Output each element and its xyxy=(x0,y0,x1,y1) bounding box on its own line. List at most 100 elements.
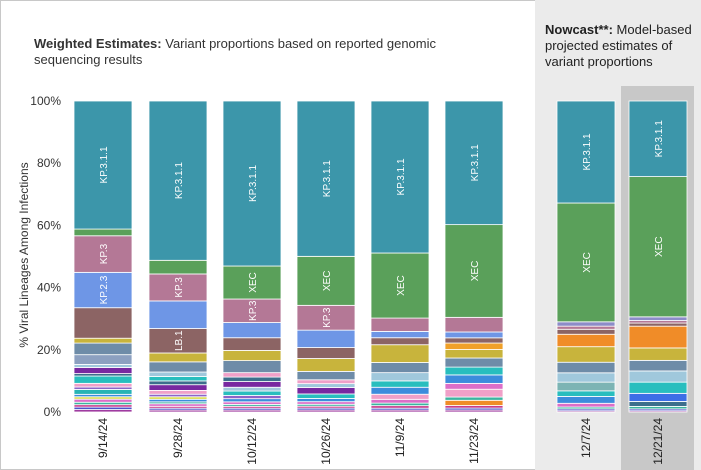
y-tick-label: 0% xyxy=(44,405,62,419)
bar-segment xyxy=(370,372,430,382)
bar-segment xyxy=(556,328,616,335)
bar-segment xyxy=(444,374,504,384)
bar-segment xyxy=(370,362,430,374)
bar-segment xyxy=(370,337,430,346)
segment-label: KP.3 xyxy=(248,300,259,321)
y-axis: 0% 20% 40% 60% 80% 100% xyxy=(30,94,61,419)
y-tick-label: 20% xyxy=(37,343,61,357)
bar-segment xyxy=(628,370,688,383)
x-tick-label: 12/21/24 xyxy=(651,418,665,465)
bar-segment xyxy=(73,398,133,403)
x-tick-label: 10/26/24 xyxy=(319,418,333,465)
bar-segment xyxy=(148,100,208,261)
bar-segment xyxy=(73,337,133,344)
bar-segment xyxy=(296,304,356,331)
bar-segment xyxy=(556,402,616,408)
bar-segment xyxy=(222,386,282,392)
segment-label: XEC xyxy=(322,271,333,292)
bar-segment xyxy=(148,273,208,302)
bar-segment xyxy=(444,224,504,318)
y-tick-label: 80% xyxy=(37,156,61,170)
bar-segment xyxy=(628,392,688,402)
bar-segment xyxy=(628,401,688,407)
bar-11-23-24: XEC KP.3.1.1 xyxy=(444,100,504,413)
bar-segment xyxy=(296,100,356,257)
bar-segment xyxy=(444,331,504,339)
bar-segment xyxy=(296,347,356,359)
bar-segment xyxy=(556,202,616,323)
segment-label: KP.3 xyxy=(99,243,110,264)
bar-segment xyxy=(444,100,504,226)
segment-label: KP.3 xyxy=(322,307,333,328)
bar-segment xyxy=(222,390,282,396)
segment-label: XEC xyxy=(248,272,259,293)
bar-segment xyxy=(73,307,133,339)
bar-segment xyxy=(556,333,616,348)
bar-segment xyxy=(296,387,356,395)
bar-12-7-24: XEC KP.3.1.1 xyxy=(556,100,616,413)
bar-10-12-24: KP.3 XEC KP.3.1.1 xyxy=(222,100,282,413)
bar-10-26-24: KP.3 XEC KP.3.1.1 xyxy=(296,100,356,413)
bar-segment xyxy=(628,347,688,361)
bar-segment xyxy=(222,350,282,361)
bar-segment xyxy=(222,322,282,339)
x-tick-label: 12/7/24 xyxy=(579,418,593,458)
bar-segment xyxy=(444,396,504,401)
bar-segment xyxy=(222,100,282,267)
nowcast-caption-rest: Model-based projected estimates of varia… xyxy=(545,22,692,69)
bar-segment xyxy=(148,300,208,329)
y-tick-label: 100% xyxy=(30,94,61,108)
y-tick-label: 40% xyxy=(37,281,61,295)
bar-segment xyxy=(296,393,356,399)
bar-segment xyxy=(556,390,616,397)
bar-segment xyxy=(444,342,504,350)
segment-label: KP.3.1.1 xyxy=(470,144,481,182)
bar-segment xyxy=(296,370,356,381)
bar-segment xyxy=(556,396,616,404)
segment-label: KP.3.1.1 xyxy=(174,162,185,200)
segment-label: KP.3.1.1 xyxy=(396,158,407,196)
bar-segment xyxy=(370,100,430,254)
bar-segment xyxy=(370,386,430,395)
bar-segment xyxy=(628,359,688,372)
bar-segment xyxy=(148,390,208,395)
bar-segment xyxy=(73,271,133,309)
bar-segment xyxy=(370,344,430,363)
bar-segment xyxy=(444,316,504,333)
bar-segment xyxy=(222,398,282,403)
bar-segment xyxy=(628,322,688,327)
segment-label: KP.3.1.1 xyxy=(582,133,593,171)
bar-segment xyxy=(148,380,208,386)
segment-label: XEC xyxy=(470,261,481,282)
segment-label: LB.1 xyxy=(174,330,185,351)
bar-segment xyxy=(370,330,430,339)
bar-segment xyxy=(296,255,356,306)
bar-segment xyxy=(73,342,133,356)
bar-segment xyxy=(444,382,504,390)
segment-label: KP.3.1.1 xyxy=(248,165,259,203)
bar-segment xyxy=(148,259,208,275)
bar-segment xyxy=(444,388,504,398)
chart-title-rest: Variant proportions based on reported ge… xyxy=(34,36,436,67)
x-tick-label: 11/9/24 xyxy=(393,418,407,457)
bar-segment xyxy=(148,376,208,382)
bar-segment xyxy=(556,321,616,327)
bar-segment xyxy=(73,367,133,374)
segment-label: KP.2.3 xyxy=(99,275,110,304)
bar-segment xyxy=(222,265,282,300)
bar-segment xyxy=(628,176,688,318)
bar-segment xyxy=(73,354,133,365)
x-tick-label: 9/14/24 xyxy=(96,418,110,458)
bar-segment xyxy=(73,364,133,368)
bar-segment xyxy=(296,358,356,372)
bar-segment xyxy=(556,361,616,374)
bar-segment xyxy=(444,337,504,344)
bar-12-21-24: XEC KP.3.1.1 xyxy=(628,100,688,413)
x-tick-label: 9/28/24 xyxy=(171,418,185,458)
nowcast-caption-bold: Nowcast**: xyxy=(545,22,613,37)
x-tick-label: 10/12/24 xyxy=(245,418,259,465)
bar-segment xyxy=(222,395,282,400)
bar-segment xyxy=(556,346,616,363)
segment-label: KP.3.1.1 xyxy=(322,160,333,198)
